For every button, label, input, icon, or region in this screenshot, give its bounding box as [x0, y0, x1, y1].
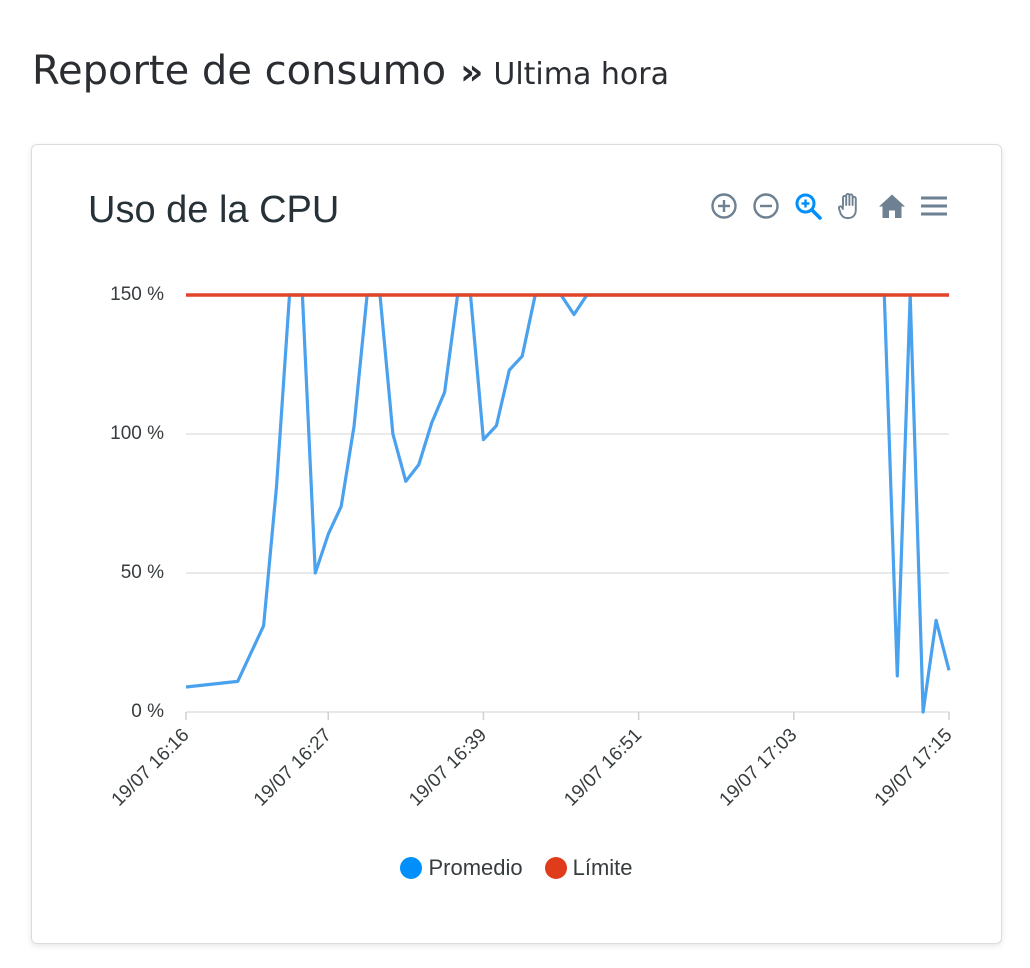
y-tick-label: 0 % — [131, 701, 164, 722]
chart-card: 0 % 50 % 100 % 150 % 19/07 16:16 19/07 16:27 1… — [31, 144, 1002, 944]
x-tick-label: 19/07 17:03 — [716, 725, 802, 811]
zoom-in-icon[interactable] — [707, 189, 741, 223]
x-tick-label: 19/07 16:39 — [405, 725, 491, 811]
chart-canvas: 0 % 50 % 100 % 150 % 19/07 16:16 19/07 16:27 1… — [108, 284, 957, 811]
legend-item-promedio[interactable]: Promedio — [400, 855, 523, 881]
chart-title: Uso de la CPU — [88, 189, 340, 231]
y-tick-label: 50 % — [121, 562, 164, 583]
selection-zoom-icon[interactable] — [791, 189, 825, 223]
breadcrumb-separator: » — [460, 52, 484, 93]
legend-marker-limite — [544, 857, 567, 879]
page-title: Reporte de consumo — [32, 48, 447, 94]
legend-label-limite: Límite — [572, 855, 633, 880]
legend-label-promedio: Promedio — [428, 855, 523, 880]
zoom-out-icon[interactable] — [749, 189, 783, 223]
x-tick-label: 19/07 16:16 — [108, 725, 194, 811]
x-tick-label: 19/07 16:51 — [560, 725, 646, 811]
legend-marker-promedio — [400, 857, 423, 879]
series-line-promedio — [185, 293, 951, 714]
chart-toolbar — [707, 189, 951, 223]
reset-zoom-icon[interactable] — [875, 189, 909, 223]
menu-icon[interactable] — [917, 189, 951, 223]
page-header: Reporte de consumo » Ultima hora — [32, 48, 669, 94]
pan-icon[interactable] — [833, 189, 867, 223]
page-subtitle: Ultima hora — [493, 57, 669, 92]
y-tick-label: 100 % — [110, 423, 164, 444]
x-tick-label: 19/07 16:27 — [250, 725, 336, 811]
chart-legend: Promedio Límite — [32, 855, 1001, 881]
legend-item-limite[interactable]: Límite — [544, 855, 633, 881]
y-tick-label: 150 % — [110, 284, 164, 305]
x-tick-label: 19/07 17:15 — [871, 725, 957, 811]
